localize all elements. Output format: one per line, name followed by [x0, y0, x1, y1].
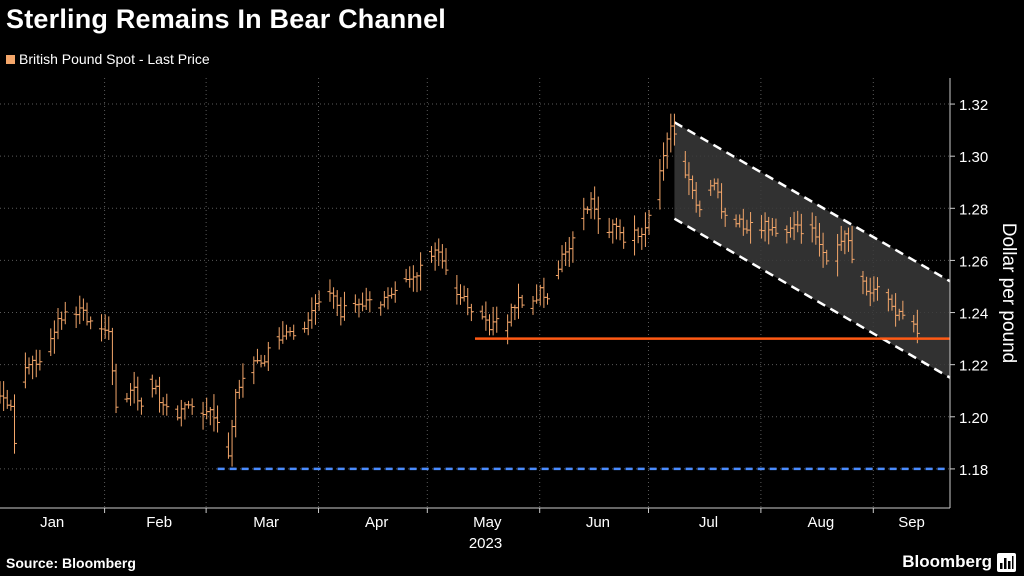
bloomberg-bars-icon: [997, 553, 1016, 572]
y-tick-label: 1.24: [959, 306, 988, 323]
x-tick-label: Sep: [898, 514, 925, 531]
x-tick-label: May: [473, 514, 502, 531]
y-tick-label: 1.28: [959, 201, 988, 218]
x-tick-label: Jul: [699, 514, 718, 531]
y-axis-title: Dollar per pound: [998, 223, 1019, 363]
legend-label: British Pound Spot - Last Price: [19, 51, 210, 67]
price-bars: [0, 113, 920, 467]
y-tick-label: 1.18: [959, 462, 988, 479]
y-tick-label: 1.22: [959, 358, 988, 375]
channel-upper-edge: [673, 121, 951, 283]
bear-channel: [673, 121, 951, 379]
x-tick-label: Apr: [365, 514, 388, 531]
year-label: 2023: [469, 535, 502, 552]
source-label: Source: Bloomberg: [6, 555, 136, 571]
channel-fill: [674, 122, 950, 378]
legend: British Pound Spot - Last Price: [6, 51, 210, 67]
brand-label: Bloomberg: [902, 552, 992, 571]
reference-lines: [217, 337, 950, 471]
legend-swatch: [6, 54, 15, 64]
y-tick-label: 1.26: [959, 253, 988, 270]
x-tick-label: Feb: [146, 514, 172, 531]
axis-layer: 1.18 1.20 1.22 1.24 1.26 1.28 1.30 1.32 Jan Feb Ma…: [0, 78, 1019, 552]
channel-lower-edge: [673, 217, 951, 379]
y-tick-label: 1.30: [959, 149, 988, 166]
y-tick-label: 1.32: [959, 97, 988, 114]
y-tick-label: 1.20: [959, 410, 988, 427]
x-tick-label: Mar: [253, 514, 279, 531]
x-tick-label: Aug: [808, 514, 835, 531]
x-tick-label: Jun: [586, 514, 610, 531]
x-tick-label: Jan: [40, 514, 64, 531]
chart-title: Sterling Remains In Bear Channel: [6, 4, 447, 34]
